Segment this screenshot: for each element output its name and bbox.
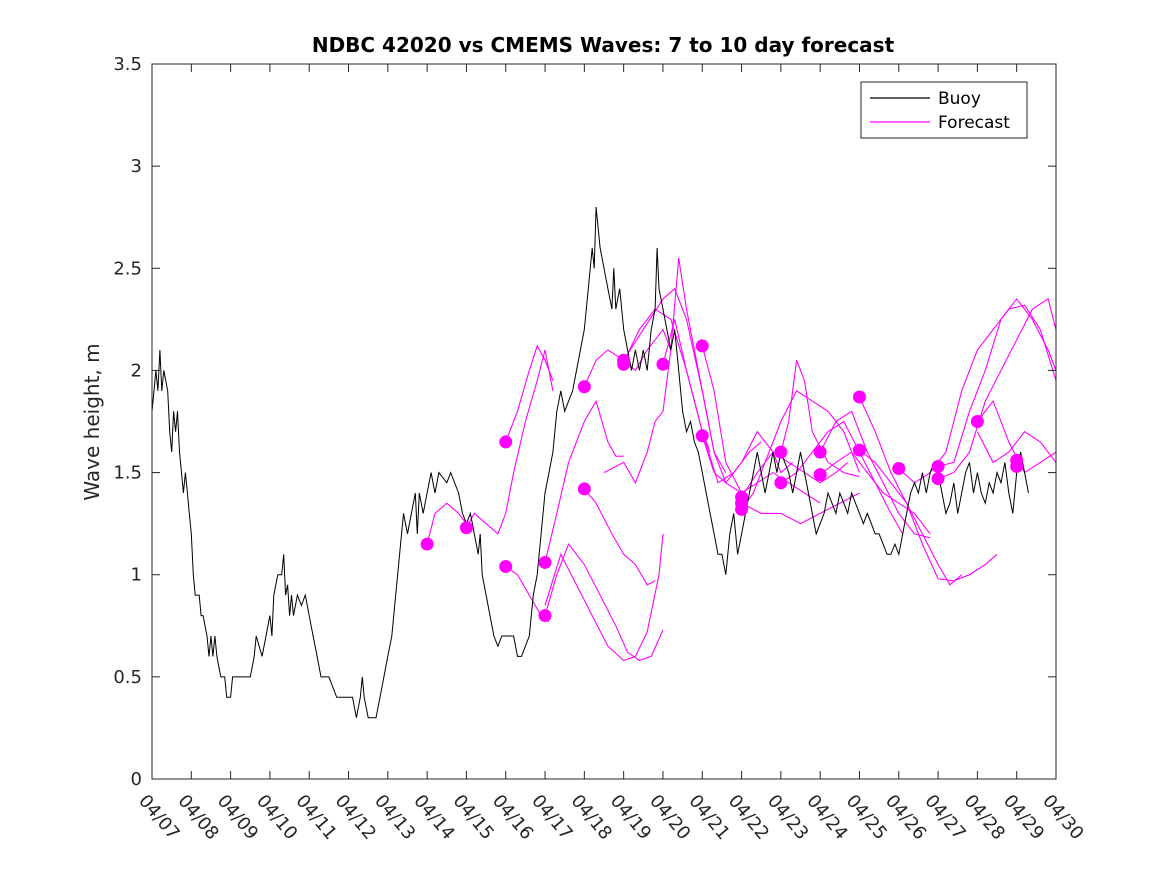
forecast-marker-21 <box>852 390 866 404</box>
y-tick-label: 3 <box>131 156 142 177</box>
forecast-marker-1 <box>420 537 434 551</box>
y-tick-label: 0.5 <box>113 667 142 688</box>
forecast-line-3 <box>505 344 554 443</box>
y-tick-label: 1.5 <box>113 463 142 484</box>
legend: Buoy Forecast <box>860 81 1028 139</box>
series-layer <box>152 206 1056 719</box>
forecast-line-21 <box>819 410 931 539</box>
forecast-line-29 <box>976 430 1056 464</box>
forecast-line-17 <box>741 492 860 525</box>
forecast-marker-26 <box>970 415 984 428</box>
forecast-line-5 <box>544 399 624 563</box>
forecast-line-7 <box>544 533 664 662</box>
x-tick-label: 04/14 <box>409 791 458 844</box>
forecast-marker-4 <box>499 560 513 574</box>
x-tick-label: 04/20 <box>645 791 694 844</box>
y-tick-label: 3.5 <box>113 54 142 75</box>
forecast-marker-13 <box>695 429 709 443</box>
plot-area <box>152 64 1056 779</box>
forecast-marker-2 <box>459 521 473 535</box>
x-tick-label: 04/10 <box>252 791 301 844</box>
y-axis-label: Wave height, m <box>80 343 104 500</box>
forecast-line-22 <box>819 451 931 535</box>
x-tick-label: 04/25 <box>842 791 891 844</box>
legend-forecast-label: Forecast <box>938 113 1010 133</box>
x-tick-label: 04/15 <box>449 791 498 844</box>
plot-background <box>152 64 1056 779</box>
chart-title: NDBC 42020 vs CMEMS Waves: 7 to 10 day f… <box>312 33 895 57</box>
forecast-line-8 <box>583 488 656 586</box>
x-tick-label: 04/21 <box>684 791 733 844</box>
forecast-marker-18 <box>774 476 788 490</box>
forecast-line-12 <box>662 319 762 484</box>
forecast-line-19 <box>780 360 860 478</box>
x-tick-label: 04/08 <box>173 791 222 844</box>
forecast-marker-6 <box>538 609 552 623</box>
legend-box <box>860 81 1028 139</box>
x-tick-label: 04/11 <box>291 791 340 844</box>
forecast-line-1 <box>426 502 467 545</box>
x-tick-label: 04/13 <box>370 791 419 844</box>
forecast-line-24 <box>859 449 963 586</box>
x-tick-label: 04/09 <box>213 791 262 844</box>
forecast-marker-24 <box>931 459 945 473</box>
y-tick-label: 2.5 <box>113 258 142 279</box>
forecast-marker-10 <box>617 357 631 371</box>
forecast-marker-23 <box>892 461 906 475</box>
x-tick-label: 04/22 <box>724 791 773 844</box>
x-tick-label: 04/23 <box>763 791 812 844</box>
forecast-marker-8 <box>577 482 591 496</box>
x-tick-label: 04/07 <box>134 791 183 844</box>
forecast-marker-17 <box>774 445 788 459</box>
forecast-line-6 <box>544 542 664 662</box>
forecast-line-16 <box>741 451 849 498</box>
forecast-line-20 <box>780 420 904 535</box>
x-tick-label: 04/28 <box>960 791 1009 844</box>
x-tick-label: 04/12 <box>331 791 380 844</box>
x-tick-label: 04/26 <box>881 791 930 844</box>
forecast-line-26 <box>937 297 1056 467</box>
forecast-line-14 <box>701 430 794 484</box>
x-tick-label: 04/27 <box>920 791 969 844</box>
x-tick-label: 04/18 <box>567 791 616 844</box>
forecast-line-23 <box>858 396 998 582</box>
forecast-marker-7 <box>577 380 591 394</box>
forecast-marker-3 <box>499 435 513 449</box>
x-tick-label: 04/17 <box>527 791 576 844</box>
x-tick-label: 04/16 <box>488 791 537 844</box>
forecast-line-27 <box>937 298 1056 480</box>
forecast-marker-16 <box>735 502 749 516</box>
y-tick-label: 1 <box>131 565 142 586</box>
x-tick-label: 04/19 <box>606 791 655 844</box>
x-tick-label: 04/29 <box>999 791 1048 844</box>
forecast-marker-12 <box>695 339 709 353</box>
forecast-marker-25 <box>931 472 945 486</box>
forecast-marker-5 <box>538 555 552 569</box>
axes-box <box>151 63 1057 780</box>
forecast-marker-28 <box>1010 459 1024 473</box>
forecast-marker-22 <box>852 443 866 457</box>
y-tick-label: 2 <box>131 360 142 381</box>
forecast-marker-20 <box>813 468 827 482</box>
x-tick-label: 04/30 <box>1038 791 1087 844</box>
forecast-marker-11 <box>656 357 670 371</box>
forecast-marker-19 <box>813 445 827 459</box>
forecast-line-11 <box>623 287 742 494</box>
forecast-line-2 <box>465 349 554 535</box>
forecast-line-13 <box>603 258 727 485</box>
legend-buoy-label: Buoy <box>938 89 981 109</box>
y-tick-label: 0 <box>131 769 142 790</box>
buoy-line <box>152 206 1029 719</box>
x-tick-label: 04/24 <box>802 791 851 844</box>
